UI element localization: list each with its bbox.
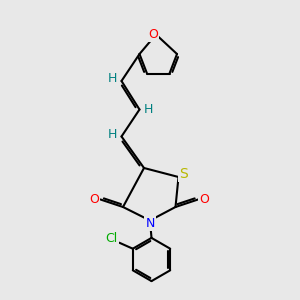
Text: H: H [108,71,117,85]
Text: S: S [179,167,188,181]
Text: N: N [145,217,155,230]
Text: H: H [108,128,117,142]
Text: O: O [148,28,158,41]
Text: O: O [89,193,99,206]
Text: Cl: Cl [106,232,118,245]
Text: O: O [200,193,209,206]
Text: H: H [144,103,153,116]
